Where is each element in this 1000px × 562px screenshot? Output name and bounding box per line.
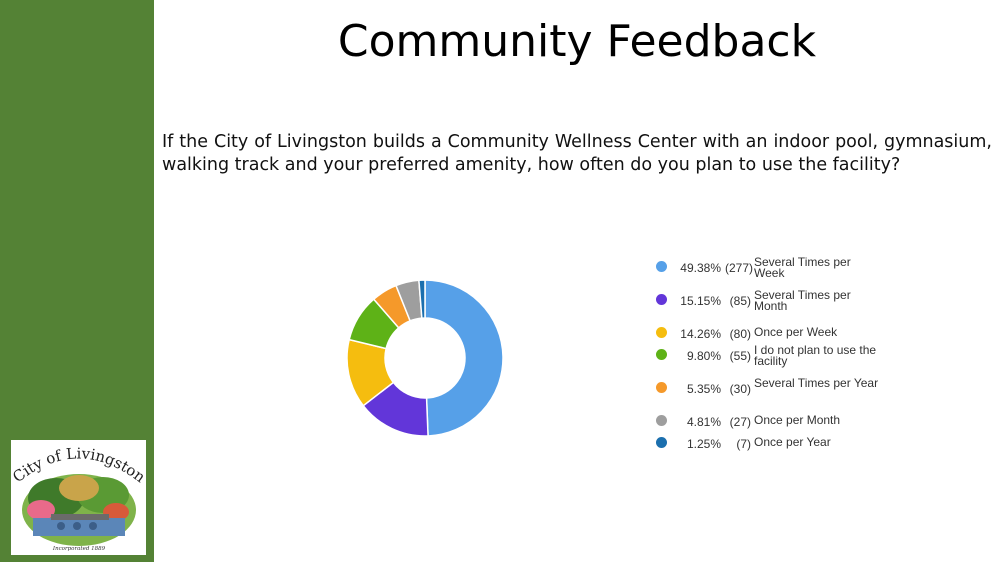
legend-count: (7) [736, 437, 751, 451]
legend-item: 4.81% (27) Once per Month [652, 411, 912, 433]
legend-percent: 9.80% [686, 349, 721, 363]
page-title: Community Feedback [337, 16, 817, 67]
legend-percent: 5.35% [686, 382, 721, 396]
legend-swatch [656, 294, 667, 305]
legend-label: Once per Year [754, 435, 831, 449]
legend-count: (55) [729, 349, 751, 363]
donut-slice-7 [418, 279, 426, 319]
green-sidebar: City of Livingston Incorporated 1889 [0, 0, 154, 562]
legend-item: 1.25% (7) Once per Year [652, 433, 912, 455]
legend-item: 49.38% (277) Several Times per Week [652, 255, 912, 290]
legend-label: Once per Week [754, 325, 838, 339]
legend-item: 14.26% (80) Once per Week [652, 323, 912, 345]
city-logo: City of Livingston Incorporated 1889 [11, 440, 146, 555]
legend-percent: 1.25% [686, 437, 721, 451]
legend-count: (85) [729, 294, 751, 308]
legend-item: 9.80% (55) I do not plan to use the facili… [652, 343, 912, 378]
legend-swatch [656, 327, 667, 338]
legend-label: Once per Month [754, 413, 841, 427]
legend-percent: 14.26% [680, 327, 721, 341]
legend-percent: 49.38% [680, 261, 721, 275]
legend-label: I do not plan to use the facility [754, 343, 877, 368]
legend-item: 15.15% (85) Several Times per Month [652, 288, 912, 323]
legend-count: (27) [729, 415, 751, 429]
legend-label: Several Times per Week [754, 255, 851, 280]
legend-swatch [656, 261, 667, 272]
legend-swatch [656, 415, 667, 426]
legend-swatch [656, 349, 667, 360]
legend-percent: 4.81% [686, 415, 721, 429]
legend-label: Several Times per Month [754, 288, 851, 313]
donut-slice-1 [424, 279, 504, 437]
legend-count: (277) [725, 261, 754, 275]
legend-count: (80) [729, 327, 751, 341]
chart-legend: 49.38% (277) Several Times per Week 15.15% (… [652, 255, 912, 455]
donut-chart [346, 279, 504, 437]
legend-count: (30) [729, 382, 751, 396]
legend-swatch [656, 437, 667, 448]
legend-label: Several Times per Year [754, 376, 879, 390]
legend-item: 5.35% (30) Several Times per Year [652, 376, 912, 411]
logo-incorporated-text: Incorporated 1889 [52, 546, 106, 552]
legend-percent: 15.15% [680, 294, 721, 308]
legend-swatch [656, 382, 667, 393]
survey-question: If the City of Livingston builds a Commu… [162, 132, 992, 175]
city-logo-illustration: City of Livingston Incorporated 1889 [11, 444, 146, 552]
